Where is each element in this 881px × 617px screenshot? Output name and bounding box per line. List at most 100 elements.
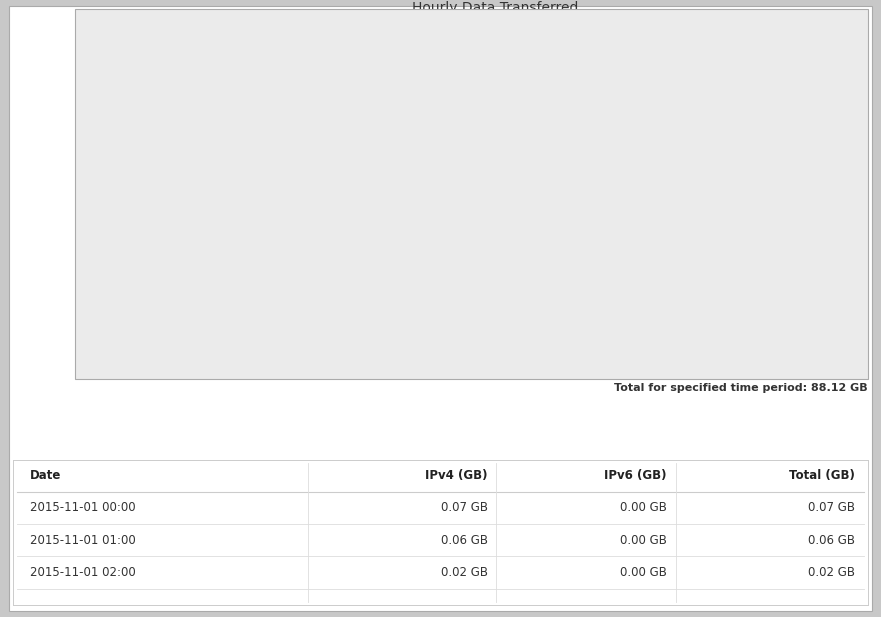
Bar [829, 255, 838, 290]
Bar [214, 288, 222, 290]
Text: 2015-11-02
01:00: 2015-11-02 01:00 [370, 290, 382, 332]
Bar [285, 285, 292, 290]
Bar [708, 226, 717, 290]
Text: 2015-11-02
13:00: 2015-11-02 13:00 [485, 290, 498, 332]
Text: 2015-11-03
15:00: 2015-11-03 15:00 [733, 290, 746, 332]
Bar [759, 284, 767, 290]
Text: 2015-11-01
05:00: 2015-11-01 05:00 [197, 290, 211, 332]
Bar [688, 104, 697, 290]
Bar [233, 288, 242, 290]
Text: 0.06 GB: 0.06 GB [808, 534, 855, 547]
Text: 2015-11-02
17:00: 2015-11-02 17:00 [522, 290, 536, 332]
Bar [678, 43, 686, 290]
Text: 2015-11-02
03:00: 2015-11-02 03:00 [389, 290, 402, 332]
Bar [749, 286, 758, 290]
Text: 2015-11-02
21:00: 2015-11-02 21:00 [561, 290, 574, 332]
Bar [174, 288, 181, 290]
Text: 2015-11-01
12:00: 2015-11-01 12:00 [255, 290, 268, 332]
Text: 2015-11-03
09:00: 2015-11-03 09:00 [676, 290, 689, 332]
Text: 2015-11-02
05:00: 2015-11-02 05:00 [408, 290, 421, 332]
Bar [799, 284, 808, 290]
Text: Date: Date [30, 470, 62, 482]
Bar [597, 232, 606, 290]
Text: 2015-11-01
08:00: 2015-11-01 08:00 [217, 290, 230, 332]
Text: 0.07 GB: 0.07 GB [808, 502, 855, 515]
Bar [607, 230, 616, 290]
Text: 2015-11-01
18:00: 2015-11-01 18:00 [313, 290, 325, 332]
Text: 2015-11-02
07:00: 2015-11-02 07:00 [427, 290, 440, 332]
Bar [153, 289, 162, 290]
Bar [385, 286, 394, 290]
Text: 2015-11-03
20:00: 2015-11-03 20:00 [790, 290, 803, 332]
Text: 2015-11-01
02:00: 2015-11-01 02:00 [179, 290, 191, 332]
Bar [143, 287, 152, 290]
Bar [810, 288, 818, 290]
Bar [699, 143, 707, 290]
Bar [224, 287, 233, 290]
Text: IPv4 (GB): IPv4 (GB) [425, 470, 487, 482]
Bar [264, 284, 273, 290]
Bar [577, 279, 586, 290]
Bar [486, 236, 495, 290]
Bar [819, 273, 828, 290]
Bar [254, 276, 263, 290]
Text: 2015-11-03
07:00: 2015-11-03 07:00 [656, 290, 670, 332]
Bar [355, 286, 364, 290]
Text: 0.02 GB: 0.02 GB [808, 566, 855, 579]
Bar [396, 284, 404, 290]
Bar [537, 256, 545, 290]
Bar [638, 172, 647, 290]
Bar [476, 222, 485, 290]
Bar [527, 233, 535, 290]
Text: ►: ► [850, 355, 857, 364]
Text: 2015-11-02
11:00: 2015-11-02 11:00 [465, 290, 478, 332]
Bar [668, 188, 677, 290]
Bar [163, 288, 172, 290]
Bar [779, 281, 788, 290]
Text: 2015-11-01 02:00: 2015-11-01 02:00 [30, 566, 136, 579]
Text: 0.00 GB: 0.00 GB [620, 502, 667, 515]
Bar [456, 234, 464, 290]
Text: IPv6 (GB): IPv6 (GB) [604, 470, 667, 482]
Bar [365, 286, 374, 290]
Text: 0.06 GB: 0.06 GB [440, 534, 487, 547]
Bar [325, 286, 333, 290]
Text: 2015-11-01 01:00: 2015-11-01 01:00 [30, 534, 136, 547]
Text: 0.00 GB: 0.00 GB [620, 534, 667, 547]
Text: 2015-11-01 00:00: 2015-11-01 00:00 [30, 502, 136, 515]
Text: ◄: ◄ [134, 355, 141, 364]
Text: 2015-11-03
03:00: 2015-11-03 03:00 [618, 290, 632, 332]
Bar [849, 265, 858, 290]
Bar [729, 257, 737, 290]
Bar [627, 204, 636, 290]
Text: 2015-11-02
19:00: 2015-11-02 19:00 [542, 290, 555, 332]
Text: 2015-11-01
01:00: 2015-11-01 01:00 [159, 290, 173, 332]
Bar [466, 238, 475, 290]
Text: 2015-11-03
11:00: 2015-11-03 11:00 [695, 290, 708, 332]
Bar [840, 279, 848, 290]
Text: 2015-11-01
21:00: 2015-11-01 21:00 [331, 290, 344, 332]
Title: Hourly Data Transferred: Hourly Data Transferred [412, 1, 579, 15]
Bar [789, 284, 797, 290]
Bar [496, 225, 505, 290]
Bar [194, 286, 202, 290]
Bar [648, 123, 656, 290]
Text: 2015-11-04
00:00: 2015-11-04 00:00 [829, 290, 842, 332]
Bar [133, 286, 142, 290]
Bar [294, 286, 303, 290]
Bar [305, 286, 313, 290]
Bar [567, 237, 575, 290]
Text: 2015-11-01
10:00: 2015-11-01 10:00 [236, 290, 249, 332]
Bar [315, 286, 323, 290]
Text: 2015-11-02
09:00: 2015-11-02 09:00 [447, 290, 459, 332]
Bar [344, 201, 353, 290]
Text: 2015-11-01
14:00: 2015-11-01 14:00 [274, 290, 287, 332]
Bar [244, 286, 253, 290]
Bar [436, 89, 444, 290]
Text: 2015-11-03
01:00: 2015-11-03 01:00 [599, 290, 612, 332]
Bar [507, 236, 515, 290]
Text: 2015-11-01
16:00: 2015-11-01 16:00 [293, 290, 307, 332]
Bar [547, 286, 555, 290]
Text: 2015-11-04
02:00: 2015-11-04 02:00 [848, 290, 861, 332]
Text: 0.00 GB: 0.00 GB [620, 566, 667, 579]
